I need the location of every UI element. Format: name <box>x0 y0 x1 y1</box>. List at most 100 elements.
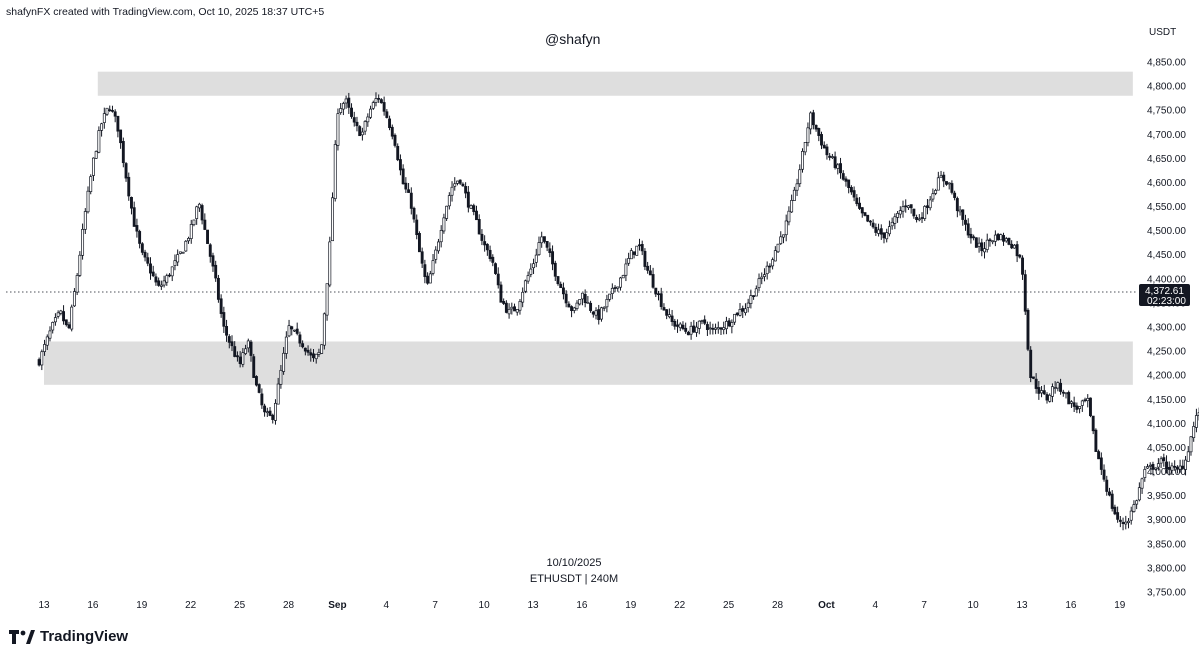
x-tick-label: 4 <box>873 600 879 611</box>
candle <box>621 274 625 279</box>
candle-body <box>135 225 139 232</box>
candle-body <box>1097 451 1101 460</box>
candle <box>178 251 182 255</box>
candle <box>871 219 875 229</box>
candle <box>1140 477 1144 494</box>
candle-body <box>189 224 193 239</box>
candle <box>610 283 614 300</box>
candle-body <box>551 251 555 265</box>
candle-body <box>81 229 85 256</box>
x-tick-label: 16 <box>1065 600 1077 611</box>
candle <box>1170 462 1174 475</box>
candle <box>268 407 272 417</box>
candle-body <box>173 260 177 266</box>
price-axis[interactable]: 3,750.00 3,800.00 3,850.00 3,900.00 3,950.00… <box>1147 58 1186 599</box>
candle <box>1165 455 1168 474</box>
x-tick-label: 28 <box>283 600 295 611</box>
candle-body <box>855 197 859 205</box>
candle <box>312 349 315 362</box>
candle <box>852 186 856 202</box>
tradingview-brand[interactable]: TradingView <box>9 628 128 645</box>
candle-body <box>464 186 468 194</box>
candle-body <box>964 219 967 225</box>
candle-body <box>417 233 421 253</box>
candle <box>974 237 978 248</box>
candle <box>996 232 1000 241</box>
candle-body <box>1086 398 1090 402</box>
candle <box>738 303 742 317</box>
candle-body <box>844 178 848 182</box>
candle-body <box>461 183 465 187</box>
candle <box>1007 237 1011 246</box>
candle <box>241 348 245 368</box>
candle-body <box>532 263 535 269</box>
candle <box>822 141 826 149</box>
candle <box>1064 392 1068 399</box>
candle-body <box>689 325 693 335</box>
candle <box>94 150 98 159</box>
candle <box>1097 449 1101 460</box>
candle <box>290 325 294 336</box>
candle <box>374 92 378 107</box>
candle-body <box>1059 382 1063 392</box>
candle <box>847 179 851 194</box>
candle-body <box>138 231 142 244</box>
candle <box>904 199 908 213</box>
candle <box>887 220 891 237</box>
candle-body <box>295 328 299 334</box>
candle <box>1040 385 1044 398</box>
candle-body <box>651 274 655 288</box>
candle-body <box>1156 463 1160 468</box>
candle-body <box>697 320 701 329</box>
support-zone <box>44 341 1133 385</box>
candle-body <box>48 330 52 339</box>
candle-body <box>111 110 114 112</box>
y-tick-label: 4,750.00 <box>1147 106 1186 117</box>
candle <box>635 245 639 256</box>
candle-body <box>1007 237 1011 245</box>
candle-body <box>366 116 370 123</box>
candle <box>1162 453 1166 467</box>
candle-body <box>1089 397 1092 417</box>
candle-body <box>923 206 927 219</box>
candle-body <box>926 205 929 208</box>
candle-body <box>917 218 921 221</box>
candle <box>567 301 571 308</box>
candle <box>640 240 644 256</box>
candle <box>37 357 41 367</box>
candle <box>716 321 720 334</box>
candle <box>692 320 696 333</box>
candle <box>1143 466 1147 482</box>
candle <box>980 238 984 257</box>
candle <box>917 214 921 222</box>
candle <box>1010 240 1014 250</box>
candle-body <box>339 108 343 113</box>
candle-body <box>43 344 46 352</box>
candles <box>37 92 1199 531</box>
candle <box>502 298 506 305</box>
candle-body <box>868 220 872 223</box>
candle <box>580 292 584 306</box>
candle <box>673 318 677 330</box>
candle-body <box>640 244 644 252</box>
candle-body <box>434 249 438 260</box>
candle <box>437 238 440 254</box>
candle <box>322 312 326 350</box>
last-price-label: 4,372.61 <box>1145 286 1184 297</box>
candle-body <box>977 242 981 247</box>
candle-body <box>165 275 169 283</box>
x-tick-label: 22 <box>185 600 197 611</box>
candle <box>874 223 878 236</box>
candle-body <box>904 205 908 208</box>
candle-body <box>456 180 459 184</box>
candle-body <box>206 229 209 244</box>
candle-body <box>901 206 905 212</box>
candle-body <box>700 320 704 322</box>
candle-body <box>72 291 76 307</box>
candle-body <box>765 265 769 275</box>
candle-body <box>1194 415 1198 428</box>
time-axis[interactable]: 13 16 19 22 25 28 Sep 4 7 10 13 16 19 22 25 28 Oct 4 7 10 13… <box>38 600 1125 611</box>
candle-body <box>426 275 430 284</box>
candle <box>1181 459 1185 470</box>
